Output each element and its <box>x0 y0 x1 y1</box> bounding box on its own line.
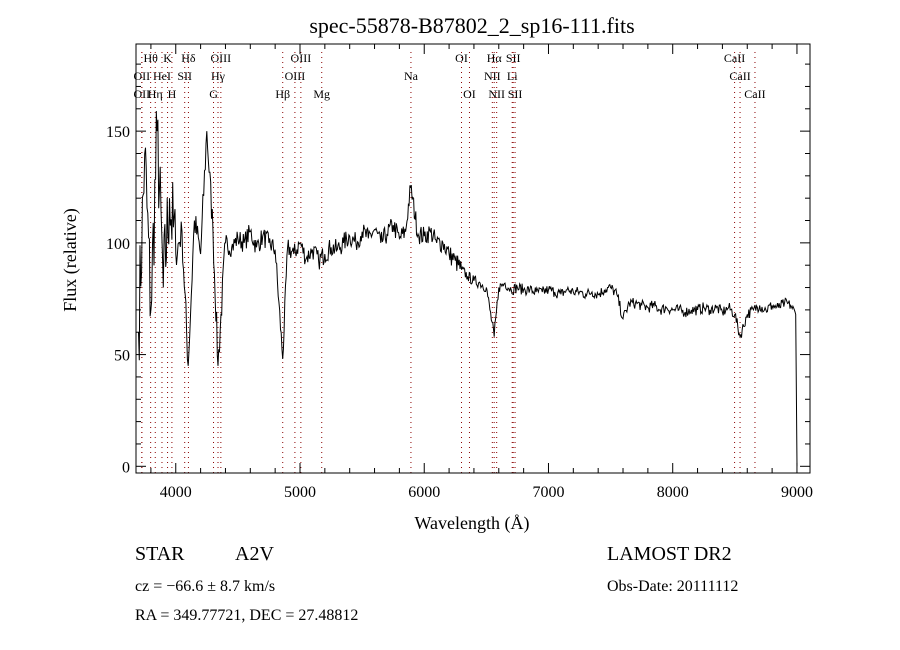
line-marker-label: NII <box>484 69 501 83</box>
axis-ticks: 4000 5000 6000 7000 8000 9000 0 50 100 150 <box>106 44 813 501</box>
x-tick-label: 6000 <box>408 484 440 501</box>
x-tick-label: 7000 <box>532 484 564 501</box>
survey-name: LAMOST DR2 <box>607 543 732 565</box>
y-tick-label: 50 <box>114 348 130 365</box>
y-tick-label: 150 <box>106 124 130 141</box>
line-marker-label: Hη <box>148 87 163 101</box>
line-marker-label: SII <box>508 87 523 101</box>
line-marker-label: Hα <box>487 51 503 65</box>
line-marker-label: Hθ <box>143 51 158 65</box>
line-marker-label: OIII <box>211 51 232 65</box>
redshift-text: cz = −66.6 ± 8.7 km/s <box>135 578 275 595</box>
line-marker-label: Hγ <box>211 69 226 83</box>
line-marker-label: SII <box>506 51 521 65</box>
x-tick-label: 9000 <box>781 484 813 501</box>
line-marker-label: HeI <box>153 69 171 83</box>
plot-frame <box>135 43 811 474</box>
line-marker-label: Li <box>507 69 518 83</box>
line-marker-label: SII <box>177 69 192 83</box>
line-marker-label: Mg <box>313 87 330 101</box>
line-marker-label: NII <box>488 87 505 101</box>
line-marker-label: OI <box>455 51 468 65</box>
x-tick-label: 8000 <box>657 484 689 501</box>
chart-title: spec-55878-B87802_2_sp16-111.fits <box>309 13 634 38</box>
line-marker-label: G <box>209 87 218 101</box>
y-axis-label: Flux (relative) <box>60 208 81 311</box>
line-marker-label: OIII <box>285 69 306 83</box>
spectrum-line <box>138 110 798 467</box>
star-class: STAR <box>135 543 185 565</box>
line-marker-label: Hδ <box>181 51 196 65</box>
line-marker-label: CaII <box>729 69 750 83</box>
line-marker-label: CaII <box>744 87 765 101</box>
y-tick-label: 100 <box>106 236 130 253</box>
line-marker-label: K <box>163 51 172 65</box>
x-axis-label: Wavelength (Å) <box>414 513 529 534</box>
star-subclass: A2V <box>235 543 274 565</box>
line-marker-label: Hβ <box>275 87 290 101</box>
line-marker-label: OII <box>134 87 151 101</box>
y-tick-label: 0 <box>122 459 130 476</box>
obs-date-text: Obs-Date: 20111112 <box>607 578 738 595</box>
coords-text: RA = 349.77721, DEC = 27.48812 <box>135 607 358 624</box>
line-marker-label: Na <box>404 69 419 83</box>
line-marker-label: OII <box>134 69 151 83</box>
x-tick-label: 5000 <box>284 484 316 501</box>
line-marker-label: H <box>168 87 177 101</box>
line-marker-label: OI <box>463 87 476 101</box>
line-marker-label: OIII <box>291 51 312 65</box>
line-marker-label: CaII <box>724 51 745 65</box>
x-tick-label: 4000 <box>160 484 192 501</box>
